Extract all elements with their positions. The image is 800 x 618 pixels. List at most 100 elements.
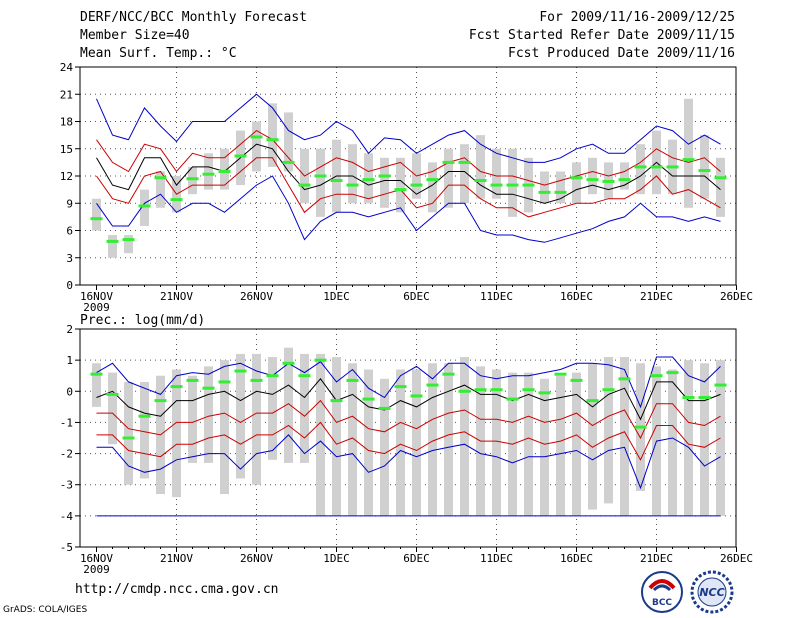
x-tick-label: 6DEC xyxy=(403,290,430,303)
x-tick-label: 16DEC xyxy=(560,290,593,303)
x-tick-label: 1DEC xyxy=(323,290,350,303)
median-marker xyxy=(138,414,151,418)
median-marker xyxy=(298,374,311,378)
median-marker xyxy=(426,178,439,182)
median-marker xyxy=(170,198,183,202)
ensemble-box xyxy=(236,353,245,479)
median-marker xyxy=(506,397,519,401)
ensemble-box xyxy=(220,360,229,495)
median-marker xyxy=(650,374,663,378)
median-marker xyxy=(394,385,407,389)
y-tick-label: 2 xyxy=(66,323,73,336)
median-marker xyxy=(714,383,727,387)
ensemble-box xyxy=(684,360,693,516)
ensemble-box xyxy=(348,144,357,204)
y-tick-label: 3 xyxy=(66,252,73,265)
ensemble-box xyxy=(124,235,133,254)
panel-temperature: 0 3 6 9 12 15 18 21 24 16NOV 21NOV 26NOV 1DEC 6DEC 11D… xyxy=(60,61,753,314)
y-tick-label: -5 xyxy=(60,541,73,554)
x-tick-label: 6DEC xyxy=(403,552,430,565)
series-upper-extreme xyxy=(96,356,721,409)
median-marker xyxy=(170,385,183,389)
median-marker xyxy=(122,436,135,440)
x-tick-label: 11DEC xyxy=(480,290,513,303)
ensemble-box xyxy=(268,357,277,460)
ensemble-box xyxy=(460,144,469,204)
median-marker xyxy=(554,372,567,376)
median-marker xyxy=(282,361,295,365)
median-marker xyxy=(202,386,215,390)
ensemble-box xyxy=(476,135,485,199)
x-tick-label: 21DEC xyxy=(640,290,673,303)
ensemble-box xyxy=(716,157,725,217)
series-lower-extreme xyxy=(96,175,721,243)
median-marker xyxy=(442,160,455,164)
median-marker xyxy=(266,138,279,142)
ensemble-box xyxy=(300,353,309,463)
ensemble-box xyxy=(316,353,325,516)
median-marker xyxy=(90,217,103,221)
ensemble-box xyxy=(492,148,501,199)
x-year-label: 2009 xyxy=(83,301,110,314)
median-marker xyxy=(362,397,375,401)
x-tick-label: 11DEC xyxy=(480,552,513,565)
ensemble-box xyxy=(348,363,357,516)
header-period: For 2009/11/16-2009/12/25 xyxy=(539,10,735,25)
median-marker xyxy=(218,380,231,384)
median-marker xyxy=(186,378,199,382)
y-tick-label: 6 xyxy=(66,225,73,238)
ensemble-box xyxy=(620,357,629,516)
ensemble-box xyxy=(556,375,565,516)
median-marker xyxy=(698,396,711,400)
ensemble-box xyxy=(444,148,453,208)
ensemble-box xyxy=(364,369,373,516)
median-marker xyxy=(394,188,407,192)
footer-url[interactable]: http://cmdp.ncc.cma.gov.cn xyxy=(75,582,279,597)
ensemble-box xyxy=(188,375,197,463)
series-mean xyxy=(96,143,721,204)
median-marker xyxy=(330,399,343,403)
header-title: DERF/NCC/BCC Monthly Forecast xyxy=(80,10,307,25)
x-tick-label: 26DEC xyxy=(720,552,753,565)
median-marker xyxy=(698,169,711,173)
median-marker xyxy=(570,378,583,382)
median-marker xyxy=(266,374,279,378)
ncc-logo: NCC xyxy=(690,570,734,614)
median-marker xyxy=(522,388,535,392)
median-marker xyxy=(410,394,423,398)
y-tick-label: 24 xyxy=(60,61,74,74)
median-marker xyxy=(314,174,327,178)
precip-panel-title: Prec.: log(mm/d) xyxy=(80,313,205,328)
ensemble-box xyxy=(604,357,613,504)
median-marker xyxy=(442,372,455,376)
header-start-date: Fcst Started Refer Date 2009/11/15 xyxy=(468,28,735,43)
bcc-logo: BCC xyxy=(641,571,683,613)
x-tick-label: 21NOV xyxy=(160,290,193,303)
x-tick-label: 16NOV xyxy=(80,552,113,565)
ensemble-box xyxy=(252,353,261,485)
median-marker xyxy=(602,179,615,183)
ensemble-box xyxy=(332,357,341,516)
median-marker xyxy=(250,135,263,139)
header-variable: Mean Surf. Temp.: °C xyxy=(80,46,237,61)
x-tick-label: 26NOV xyxy=(240,552,273,565)
y-tick-label: 0 xyxy=(66,279,73,292)
median-marker xyxy=(330,179,343,183)
median-marker xyxy=(378,406,391,410)
median-marker xyxy=(298,183,311,187)
median-marker xyxy=(474,388,487,392)
ensemble-box xyxy=(220,148,229,190)
median-marker xyxy=(154,176,167,180)
median-marker xyxy=(586,178,599,182)
x-tick-label: 21NOV xyxy=(160,552,193,565)
ensemble-box xyxy=(380,378,389,516)
svg-text:BCC: BCC xyxy=(652,598,672,608)
ensemble-box xyxy=(636,144,645,195)
ensemble-box xyxy=(540,171,549,204)
median-marker xyxy=(346,378,359,382)
ensemble-box xyxy=(284,347,293,463)
median-marker xyxy=(602,388,615,392)
x-tick-label: 26NOV xyxy=(240,290,273,303)
header-member-size: Member Size=40 xyxy=(80,28,190,43)
y-tick-label: 15 xyxy=(60,143,73,156)
